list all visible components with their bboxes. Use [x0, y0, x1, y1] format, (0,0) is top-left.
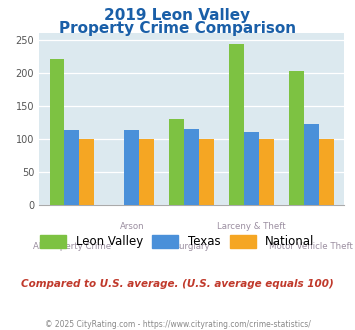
Bar [289, 71, 304, 205]
Bar [199, 139, 214, 205]
Bar [259, 139, 274, 205]
Bar [229, 44, 244, 205]
Bar [50, 59, 65, 205]
Bar [319, 139, 334, 205]
Bar [124, 130, 139, 205]
Bar [80, 139, 94, 205]
Bar [184, 129, 199, 205]
Text: Arson: Arson [120, 222, 144, 231]
Text: Larceny & Theft: Larceny & Theft [217, 222, 286, 231]
Text: All Property Crime: All Property Crime [33, 242, 111, 251]
Text: Property Crime Comparison: Property Crime Comparison [59, 21, 296, 36]
Text: 2019 Leon Valley: 2019 Leon Valley [104, 8, 251, 23]
Text: Motor Vehicle Theft: Motor Vehicle Theft [269, 242, 353, 251]
Bar [65, 130, 80, 205]
Bar [139, 139, 154, 205]
Text: Burglary: Burglary [173, 242, 210, 251]
Bar [304, 124, 319, 205]
Text: © 2025 CityRating.com - https://www.cityrating.com/crime-statistics/: © 2025 CityRating.com - https://www.city… [45, 320, 310, 329]
Legend: Leon Valley, Texas, National: Leon Valley, Texas, National [36, 230, 320, 253]
Bar [169, 119, 184, 205]
Bar [244, 132, 259, 205]
Text: Compared to U.S. average. (U.S. average equals 100): Compared to U.S. average. (U.S. average … [21, 279, 334, 289]
